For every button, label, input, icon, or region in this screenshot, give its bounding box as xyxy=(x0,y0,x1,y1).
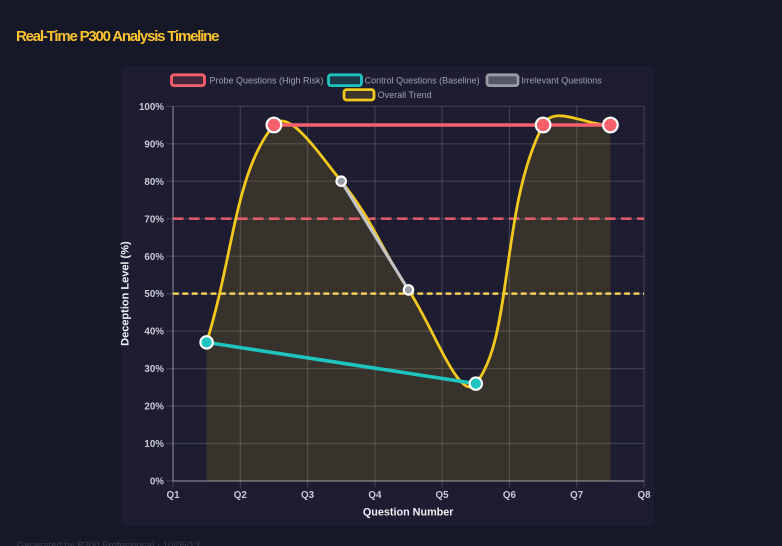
svg-text:0%: 0% xyxy=(150,477,164,488)
svg-text:10%: 10% xyxy=(144,439,164,450)
svg-text:Q4: Q4 xyxy=(368,490,382,501)
svg-text:Q3: Q3 xyxy=(301,490,315,501)
svg-text:40%: 40% xyxy=(144,327,164,338)
svg-text:80%: 80% xyxy=(144,177,164,188)
svg-text:Generated by P300 Professional: Generated by P300 Professional - 10/05/1… xyxy=(17,540,200,546)
svg-text:60%: 60% xyxy=(144,252,164,263)
svg-text:Control Questions (Baseline): Control Questions (Baseline) xyxy=(365,75,480,85)
svg-text:Question Number: Question Number xyxy=(363,507,454,519)
svg-text:Probe Questions (High Risk): Probe Questions (High Risk) xyxy=(210,75,324,85)
svg-text:Overall Trend: Overall Trend xyxy=(378,90,432,100)
svg-text:100%: 100% xyxy=(139,102,164,113)
svg-text:Irrelevant Questions: Irrelevant Questions xyxy=(521,75,602,85)
svg-text:Q7: Q7 xyxy=(570,490,584,501)
svg-text:Q8: Q8 xyxy=(637,490,651,501)
svg-text:20%: 20% xyxy=(144,402,164,413)
svg-text:Real-Time P300 Analysis Timeli: Real-Time P300 Analysis Timeline xyxy=(16,28,219,45)
svg-text:Deception Level (%): Deception Level (%) xyxy=(120,241,132,346)
svg-text:30%: 30% xyxy=(144,364,164,375)
svg-text:50%: 50% xyxy=(144,289,164,300)
svg-text:90%: 90% xyxy=(144,139,164,150)
svg-text:70%: 70% xyxy=(144,214,164,225)
svg-text:Q6: Q6 xyxy=(503,490,517,501)
svg-text:Q5: Q5 xyxy=(436,490,450,501)
svg-text:Q2: Q2 xyxy=(234,490,248,501)
svg-text:Q1: Q1 xyxy=(166,490,180,501)
